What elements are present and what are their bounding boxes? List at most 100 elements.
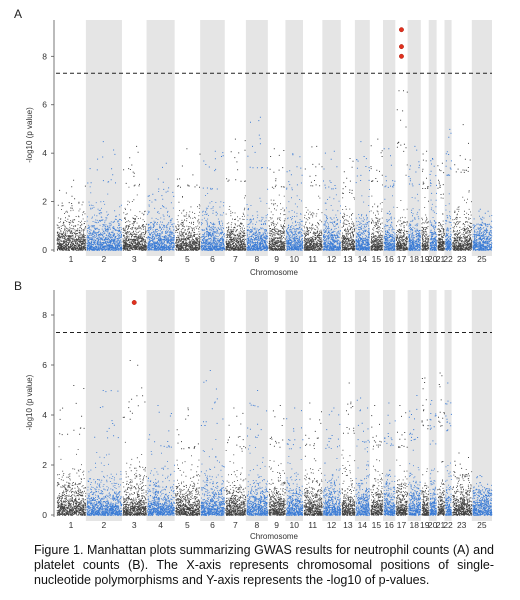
chromosome-band — [85, 20, 122, 256]
snp-points — [383, 402, 396, 516]
chromosome-band — [285, 20, 304, 256]
significant-hit — [399, 27, 404, 33]
chromosome-tick-label: 3 — [132, 254, 137, 264]
y-tick-label: 4 — [42, 410, 47, 420]
x-axis-label: Chromosome — [250, 532, 299, 540]
figure-caption: Figure 1. Manhattan plots summarizing GW… — [34, 543, 494, 587]
snp-points — [147, 405, 175, 516]
panel-label: A — [14, 7, 22, 21]
chromosome-points-12 — [323, 150, 341, 251]
significant-hit — [399, 53, 404, 59]
y-tick-label: 2 — [42, 197, 47, 207]
chromosome-tick-label: 13 — [343, 520, 353, 530]
chromosome-tick-label: 1 — [69, 254, 74, 264]
chromosome-points-4 — [147, 162, 175, 251]
chromosome-points-16 — [383, 402, 396, 516]
chromosome-points-10 — [286, 153, 304, 251]
snp-points — [452, 124, 473, 251]
chromosome-points-13 — [341, 382, 356, 516]
y-axis-label: -log10 (p value) — [25, 374, 34, 430]
chromosome-points-5 — [175, 148, 201, 251]
chromosome-tick-label: 12 — [327, 254, 337, 264]
chromosome-tick-label: 14 — [358, 254, 368, 264]
snp-points — [122, 145, 147, 251]
chromosome-tick-label: 5 — [185, 520, 190, 530]
chromosome-points-1 — [56, 179, 87, 251]
snp-points — [175, 148, 201, 251]
chromosome-band — [285, 290, 304, 521]
chromosome-tick-label: 15 — [372, 520, 382, 530]
chromosome-tick-label: 12 — [327, 520, 337, 530]
chromosome-points-15 — [370, 138, 384, 251]
snp-points — [225, 138, 247, 251]
snp-points — [472, 208, 493, 251]
chromosome-points-23 — [452, 452, 473, 516]
chromosome-points-6 — [200, 150, 226, 251]
chromosome-band — [200, 290, 225, 521]
chromosome-band — [471, 20, 492, 256]
chromosome-tick-label: 18 — [409, 520, 419, 530]
chromosome-tick-label: 20 — [428, 520, 438, 530]
chromosome-band — [407, 290, 421, 521]
snp-points — [323, 150, 341, 251]
snp-points — [452, 452, 473, 516]
snp-points — [408, 145, 421, 251]
x-axis-label: Chromosome — [250, 268, 299, 277]
snp-points — [323, 407, 342, 516]
chromosome-tick-label: 8 — [254, 520, 259, 530]
chromosome-tick-label: 2 — [102, 520, 107, 530]
chromosome-band — [444, 290, 452, 521]
snp-points — [86, 390, 123, 516]
chromosome-band — [146, 290, 175, 521]
snp-points — [472, 475, 493, 516]
snp-points — [408, 395, 422, 516]
chromosome-band — [383, 20, 396, 256]
chromosome-tick-label: 10 — [289, 254, 299, 264]
chromosome-points-18 — [408, 395, 422, 516]
snp-points — [383, 148, 396, 251]
y-tick-label: 6 — [42, 100, 47, 110]
chromosome-points-22 — [445, 382, 452, 516]
chromosome-band — [471, 290, 492, 521]
chromosome-tick-label: 14 — [358, 520, 368, 530]
chromosome-tick-label: 16 — [384, 254, 394, 264]
y-tick-label: 8 — [42, 310, 47, 320]
chromosome-points-2 — [86, 141, 123, 251]
chromosome-points-16 — [383, 148, 396, 251]
chromosome-points-19 — [421, 377, 429, 516]
chromosome-points-17 — [395, 405, 408, 516]
chromosome-tick-label: 13 — [343, 254, 353, 264]
snp-points — [286, 407, 304, 516]
snp-points — [341, 158, 356, 251]
chromosome-points-7 — [225, 138, 247, 251]
chromosome-tick-label: 22 — [443, 520, 453, 530]
snp-points — [200, 150, 226, 251]
y-tick-label: 8 — [42, 51, 47, 61]
chromosome-tick-label: 4 — [158, 520, 163, 530]
chromosome-tick-label: 19 — [420, 254, 430, 264]
snp-points — [56, 385, 87, 516]
snp-points — [429, 400, 437, 516]
snp-points — [303, 402, 323, 516]
chromosome-points-8 — [246, 116, 269, 251]
snp-points — [175, 407, 201, 516]
snp-points — [56, 179, 87, 251]
y-axis-label: -log10 (p value) — [25, 107, 34, 163]
chromosome-tick-label: 8 — [254, 254, 259, 264]
chromosome-points-19 — [421, 150, 429, 251]
chromosome-band — [245, 20, 268, 256]
chromosome-tick-label: 25 — [477, 520, 487, 530]
y-tick-label: 0 — [42, 510, 47, 520]
y-tick-label: 2 — [42, 460, 47, 470]
chromosome-band — [85, 290, 122, 521]
snp-points — [437, 162, 445, 251]
chromosome-tick-label: 15 — [372, 254, 382, 264]
chromosome-band — [322, 20, 341, 256]
snp-points — [429, 158, 437, 251]
chromosome-points-20 — [429, 158, 437, 251]
snp-points — [246, 116, 269, 251]
significant-hit — [399, 44, 404, 50]
snp-points — [286, 153, 304, 251]
chromosome-tick-label: 20 — [428, 254, 438, 264]
